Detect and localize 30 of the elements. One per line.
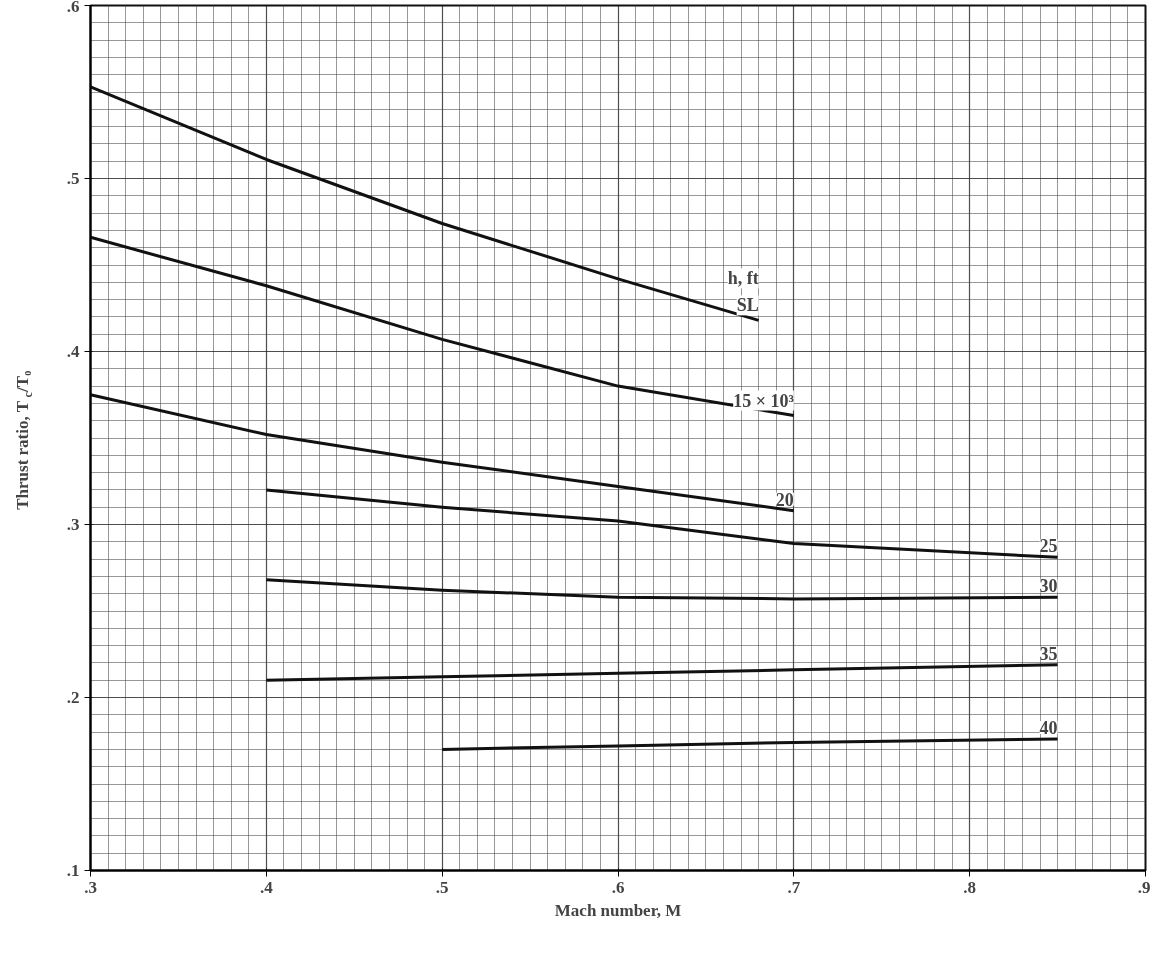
series-label: 30 bbox=[1039, 576, 1058, 597]
line-series bbox=[90, 85, 761, 322]
line-series bbox=[90, 393, 796, 513]
x-tick-label: .5 bbox=[435, 877, 449, 897]
series-label: 35 bbox=[1039, 643, 1058, 664]
line-series bbox=[90, 235, 796, 418]
series-label: 15 × 10³ bbox=[733, 390, 795, 411]
y-tick-label: .6 bbox=[66, 0, 80, 16]
y-tick-label: .5 bbox=[66, 169, 80, 188]
line-series bbox=[264, 663, 1060, 682]
y-axis-title: Thrust ratio, Tc/T₀ bbox=[13, 370, 35, 510]
x-tick-label: .9 bbox=[1137, 877, 1151, 897]
x-axis-title: Mach number, M bbox=[554, 900, 682, 920]
y-tick-label: .2 bbox=[66, 688, 80, 707]
series-label: 20 bbox=[775, 489, 794, 510]
series-label: SL bbox=[736, 295, 759, 316]
x-tick-label: .3 bbox=[84, 877, 97, 897]
legend-title: h, ft bbox=[727, 268, 759, 289]
line-series bbox=[264, 488, 1060, 559]
line-series bbox=[264, 578, 1060, 601]
x-tick-label: .7 bbox=[787, 877, 801, 897]
series-label: 25 bbox=[1039, 536, 1058, 557]
series-label: 40 bbox=[1039, 718, 1058, 739]
x-tick-label: .8 bbox=[963, 877, 977, 897]
y-tick-label: .3 bbox=[66, 515, 80, 534]
y-tick-label: .4 bbox=[66, 342, 80, 361]
line-series bbox=[440, 737, 1060, 751]
x-tick-label: .4 bbox=[259, 877, 274, 897]
y-tick-label: .1 bbox=[66, 861, 80, 880]
x-tick-label: .6 bbox=[611, 877, 625, 897]
